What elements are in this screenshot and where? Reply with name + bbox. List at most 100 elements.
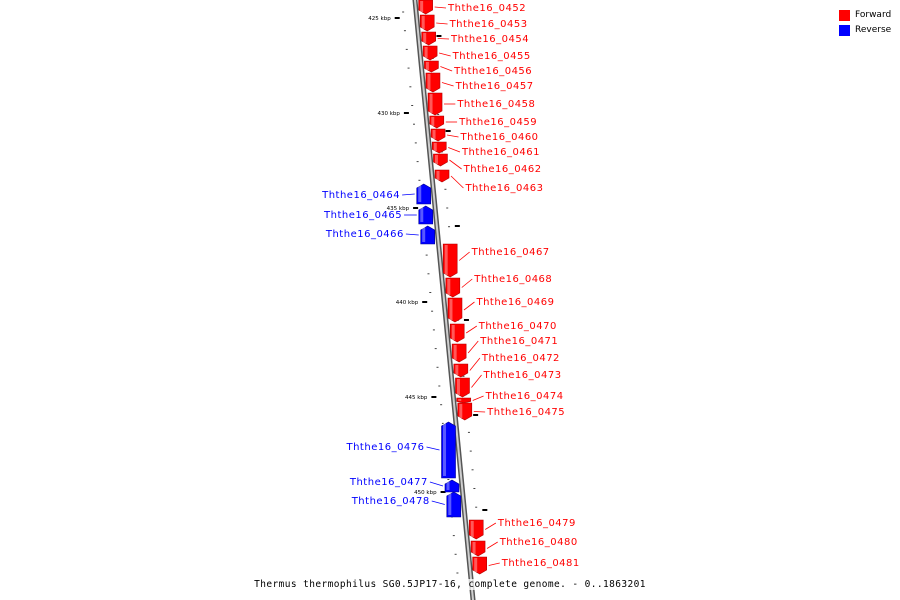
gene-arrow-Ththe16_0479[interactable] [468, 519, 484, 540]
gene-label-Ththe16_0468[interactable]: Ththe16_0468 [473, 274, 552, 285]
gene-arrow-Ththe16_0477[interactable] [444, 479, 460, 493]
gene-arrow-Ththe16_0476[interactable] [441, 421, 456, 479]
gene-label-Ththe16_0454[interactable]: Ththe16_0454 [450, 34, 529, 45]
gene-label-Ththe16_0478[interactable]: Ththe16_0478 [351, 496, 430, 507]
gene-label-Ththe16_0469[interactable]: Ththe16_0469 [475, 297, 554, 308]
gene-label-Ththe16_0461[interactable]: Ththe16_0461 [461, 147, 540, 158]
gene-highlight [424, 47, 428, 58]
legend-label-reverse: Reverse [855, 25, 892, 35]
gene-label-Ththe16_0476[interactable]: Ththe16_0476 [345, 442, 424, 453]
scale-label: 445 kbp [405, 395, 428, 401]
gene-label-Ththe16_0458[interactable]: Ththe16_0458 [456, 99, 535, 110]
legend-label-forward: Forward [855, 10, 892, 20]
gene-label-Ththe16_0459[interactable]: Ththe16_0459 [458, 117, 537, 128]
gene-label-Ththe16_0467[interactable]: Ththe16_0467 [471, 247, 550, 258]
gene-arrow-Ththe16_0456[interactable] [424, 60, 439, 73]
gene-label-Ththe16_0475[interactable]: Ththe16_0475 [486, 407, 565, 418]
scale-label: 450 kbp [414, 490, 437, 496]
gene-connector [458, 251, 470, 261]
gene-highlight [449, 299, 453, 320]
gene-connector [405, 233, 419, 236]
gene-label-Ththe16_0463[interactable]: Ththe16_0463 [464, 183, 543, 194]
gene-arrow-Ththe16_0466[interactable] [420, 225, 436, 245]
gene-arrow-Ththe16_0475[interactable] [457, 402, 473, 421]
gene-highlight [421, 16, 425, 29]
gene-highlight [470, 521, 474, 537]
gene-arrow-Ththe16_0469[interactable] [447, 297, 463, 323]
gene-arrow-Ththe16_0453[interactable] [419, 14, 435, 32]
gene-highlight [432, 130, 436, 139]
gene-label-Ththe16_0479[interactable]: Ththe16_0479 [497, 518, 576, 529]
gene-highlight [446, 481, 450, 490]
genome-caption-text: Thermus thermophilus SG0.5JP17-16, compl… [254, 579, 646, 590]
gene-connector [426, 446, 440, 451]
gene-highlight [455, 365, 459, 375]
gene-label-Ththe16_0481[interactable]: Ththe16_0481 [501, 558, 580, 569]
gene-label-Ththe16_0477[interactable]: Ththe16_0477 [349, 477, 428, 488]
gene-arrow-Ththe16_0452[interactable] [418, 0, 433, 15]
gene-highlight [434, 155, 438, 164]
gene-connector [440, 66, 453, 72]
gene-label-Ththe16_0473[interactable]: Ththe16_0473 [483, 370, 562, 381]
gene-arrow-Ththe16_0457[interactable] [425, 72, 441, 93]
gene-label-Ththe16_0465[interactable]: Ththe16_0465 [323, 210, 402, 221]
gene-arrow-Ththe16_0454[interactable] [421, 31, 436, 46]
gene-highlight [474, 558, 478, 572]
gene-arrow-Ththe16_0471[interactable] [451, 343, 467, 363]
gene-highlight [418, 185, 422, 202]
gene-label-Ththe16_0460[interactable]: Ththe16_0460 [460, 132, 539, 143]
scale-label: 430 kbp [377, 111, 400, 117]
gene-connector [486, 541, 498, 549]
gene-arrow-Ththe16_0463[interactable] [434, 169, 450, 183]
gene-connector [465, 325, 478, 334]
gene-label-Ththe16_0480[interactable]: Ththe16_0480 [499, 537, 578, 548]
gene-arrow-Ththe16_0473[interactable] [455, 377, 470, 398]
gene-arrow-Ththe16_0464[interactable] [416, 183, 432, 205]
gene-label-Ththe16_0462[interactable]: Ththe16_0462 [463, 164, 542, 175]
gene-arrow-Ththe16_0458[interactable] [427, 92, 443, 116]
gene-connector [469, 357, 481, 371]
gene-arrow-Ththe16_0472[interactable] [453, 363, 469, 378]
gene-highlight [420, 1, 424, 12]
gene-arrow-Ththe16_0462[interactable] [433, 153, 448, 167]
gene-arrow-Ththe16_0481[interactable] [472, 556, 487, 575]
gene-label-Ththe16_0464[interactable]: Ththe16_0464 [321, 190, 400, 201]
gene-arrow-Ththe16_0461[interactable] [431, 141, 447, 154]
gene-label-Ththe16_0471[interactable]: Ththe16_0471 [479, 336, 558, 347]
gene-highlight [448, 493, 452, 515]
gene-highlight [427, 74, 431, 90]
gene-label-Ththe16_0456[interactable]: Ththe16_0456 [453, 66, 532, 77]
gene-arrow-Ththe16_0468[interactable] [445, 277, 461, 298]
gene-connector [434, 6, 447, 9]
gene-arrow-Ththe16_0474[interactable] [456, 397, 472, 404]
gene-arrow-Ththe16_0467[interactable] [442, 243, 458, 278]
gene-highlight [458, 399, 462, 401]
gene-arrow-Ththe16_0465[interactable] [418, 205, 434, 225]
gene-label-Ththe16_0472[interactable]: Ththe16_0472 [481, 353, 560, 364]
gene-highlight [423, 33, 427, 43]
gene-arrow-Ththe16_0459[interactable] [429, 115, 445, 129]
gene-label-Ththe16_0474[interactable]: Ththe16_0474 [485, 391, 564, 402]
gene-label-Ththe16_0452[interactable]: Ththe16_0452 [447, 3, 526, 14]
gene-arrow-Ththe16_0455[interactable] [422, 45, 438, 61]
gene-track [416, 0, 487, 575]
gene-arrow-Ththe16_0478[interactable] [446, 491, 462, 518]
gene-labels: Ththe16_0452 Ththe16_0453 Ththe16_0454 Thth… [321, 3, 580, 569]
gene-label-Ththe16_0466[interactable]: Ththe16_0466 [325, 229, 404, 240]
gene-connector [438, 52, 451, 57]
gene-arrow-Ththe16_0470[interactable] [449, 323, 465, 343]
gene-highlight [451, 325, 455, 340]
gene-label-Ththe16_0455[interactable]: Ththe16_0455 [452, 51, 531, 62]
gene-label-Ththe16_0457[interactable]: Ththe16_0457 [455, 81, 534, 92]
gene-connector [429, 481, 444, 487]
gene-connector [446, 134, 459, 138]
gene-label-Ththe16_0453[interactable]: Ththe16_0453 [449, 19, 528, 30]
gene-connector [471, 374, 482, 388]
gene-arrow-Ththe16_0460[interactable] [430, 128, 446, 142]
gene-highlight [443, 423, 447, 476]
gene-label-Ththe16_0470[interactable]: Ththe16_0470 [478, 321, 557, 332]
gene-connector [437, 38, 450, 40]
gene-arrow-Ththe16_0480[interactable] [470, 540, 486, 557]
gene-highlight [433, 143, 437, 151]
